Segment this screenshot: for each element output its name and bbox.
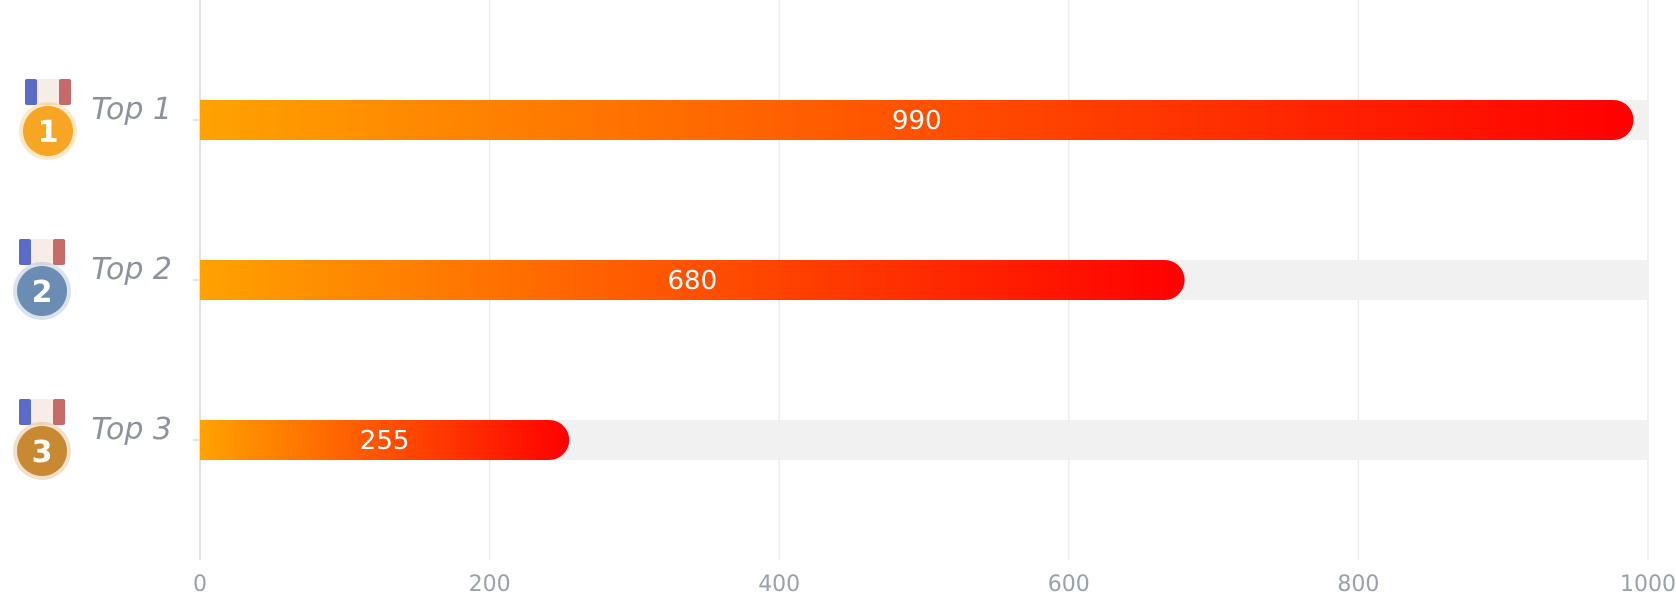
- ribbon-left: [19, 399, 31, 425]
- gold-medal-icon: 1: [19, 79, 77, 160]
- x-tick-label: 800: [1337, 572, 1379, 597]
- x-tick-label: 200: [469, 572, 511, 597]
- x-tick-label: 1000: [1620, 572, 1676, 597]
- medal-disc: [23, 106, 73, 156]
- category-label: Top 3: [91, 412, 172, 447]
- bar-2: [200, 260, 1185, 300]
- ribbon-right: [53, 239, 65, 265]
- value-label: 680: [667, 266, 717, 296]
- x-axis-ticks: 0 200 400 600 800 1000: [193, 572, 1676, 597]
- ribbon-middle: [37, 79, 59, 105]
- bronze-medal-icon: 3: [13, 399, 71, 480]
- silver-medal-icon: 2: [13, 239, 71, 320]
- ribbon-middle: [31, 239, 53, 265]
- medal-disc: [17, 426, 67, 476]
- value-labels: 990 680 255: [360, 106, 942, 456]
- bar-1: [200, 100, 1634, 140]
- value-label: 255: [360, 426, 410, 456]
- ribbon-left: [25, 79, 37, 105]
- medal-number: 2: [32, 275, 53, 310]
- category-label: Top 1: [91, 92, 172, 127]
- ribbon-right: [53, 399, 65, 425]
- medal-disc: [17, 266, 67, 316]
- x-tick-label: 0: [193, 572, 207, 597]
- value-label: 990: [892, 106, 942, 136]
- medal-number: 3: [32, 435, 53, 470]
- x-tick-label: 400: [758, 572, 800, 597]
- bar-3: [200, 420, 570, 460]
- medal-number: 1: [38, 115, 59, 150]
- ribbon-left: [19, 239, 31, 265]
- medals: 1 2 3: [13, 79, 77, 480]
- ribbon-right: [59, 79, 71, 105]
- bars: [200, 100, 1634, 460]
- ribbon-middle: [31, 399, 53, 425]
- x-tick-label: 600: [1048, 572, 1090, 597]
- y-axis: [193, 0, 201, 560]
- category-label: Top 2: [91, 252, 172, 287]
- category-labels: Top 1 Top 2 Top 3: [91, 92, 172, 447]
